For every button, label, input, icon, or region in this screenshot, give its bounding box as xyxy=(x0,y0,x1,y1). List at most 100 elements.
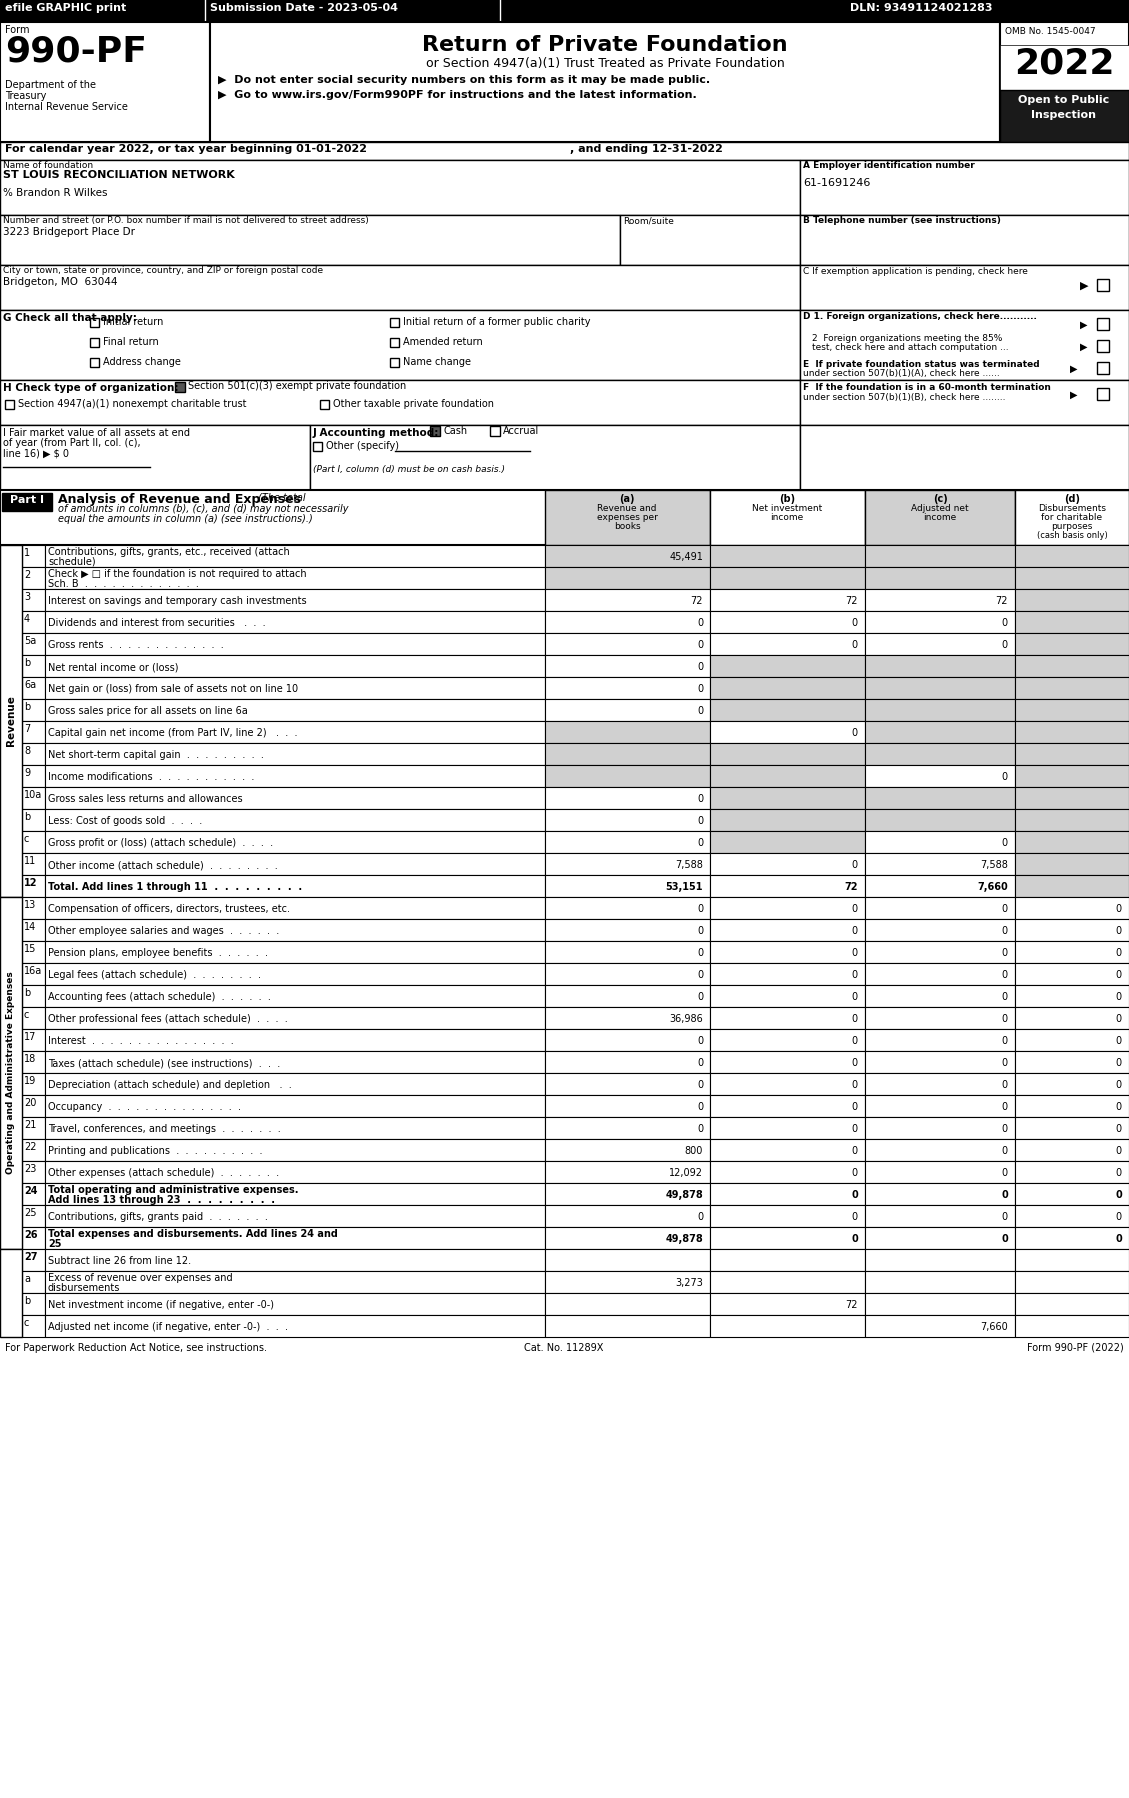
Bar xyxy=(865,721,1015,743)
Text: disbursements: disbursements xyxy=(49,1284,121,1293)
Text: 0: 0 xyxy=(1115,1036,1122,1046)
Bar xyxy=(0,424,310,491)
Text: equal the amounts in column (a) (see instructions).): equal the amounts in column (a) (see ins… xyxy=(58,514,313,523)
Text: 0: 0 xyxy=(697,1124,703,1135)
Text: Section 4947(a)(1) nonexempt charitable trust: Section 4947(a)(1) nonexempt charitable … xyxy=(18,399,246,408)
Text: 2: 2 xyxy=(24,570,30,581)
Text: 3223 Bridgeport Place Dr: 3223 Bridgeport Place Dr xyxy=(3,227,135,237)
Text: of year (from Part II, col. (c),: of year (from Part II, col. (c), xyxy=(3,439,141,448)
Text: Net investment income (if negative, enter -0-): Net investment income (if negative, ente… xyxy=(49,1300,274,1311)
Bar xyxy=(710,1073,865,1095)
Text: (a): (a) xyxy=(619,494,634,503)
Text: 0: 0 xyxy=(1001,1081,1008,1090)
Bar xyxy=(545,919,710,940)
Bar xyxy=(545,1095,710,1117)
Text: 0: 0 xyxy=(697,707,703,716)
Text: Net rental income or (loss): Net rental income or (loss) xyxy=(49,662,178,672)
Text: Name change: Name change xyxy=(403,358,471,367)
Text: Total. Add lines 1 through 11  .  .  .  .  .  .  .  .  .: Total. Add lines 1 through 11 . . . . . … xyxy=(49,883,303,892)
Text: 0: 0 xyxy=(852,904,858,913)
Bar xyxy=(1015,919,1129,940)
Text: c: c xyxy=(24,1010,29,1019)
Bar xyxy=(1097,361,1109,374)
Bar xyxy=(710,1293,865,1314)
Bar xyxy=(710,1007,865,1028)
Text: 0: 0 xyxy=(1001,969,1008,980)
Bar xyxy=(45,852,545,876)
Text: Form: Form xyxy=(5,25,29,34)
Bar xyxy=(545,678,710,699)
Bar xyxy=(21,611,45,633)
Text: 72: 72 xyxy=(691,595,703,606)
Bar xyxy=(1015,1052,1129,1073)
Bar xyxy=(865,545,1015,566)
Bar xyxy=(21,1314,45,1338)
Text: Bridgeton, MO  63044: Bridgeton, MO 63044 xyxy=(3,277,117,288)
Bar xyxy=(45,611,545,633)
Text: Initial return: Initial return xyxy=(103,316,164,327)
Bar xyxy=(710,1205,865,1226)
Bar xyxy=(865,1250,1015,1271)
Text: Internal Revenue Service: Internal Revenue Service xyxy=(5,102,128,111)
Bar xyxy=(21,654,45,678)
Text: 6a: 6a xyxy=(24,680,36,690)
Bar xyxy=(45,985,545,1007)
Bar xyxy=(865,852,1015,876)
Text: 15: 15 xyxy=(24,944,36,955)
Bar xyxy=(865,788,1015,809)
Bar xyxy=(865,1095,1015,1117)
Bar xyxy=(1015,611,1129,633)
Bar xyxy=(865,1183,1015,1205)
Text: Accrual: Accrual xyxy=(504,426,540,435)
Text: Department of the: Department of the xyxy=(5,79,96,90)
Bar xyxy=(1015,964,1129,985)
Text: 0: 0 xyxy=(852,1145,858,1156)
Bar xyxy=(1015,1226,1129,1250)
Text: 0: 0 xyxy=(1115,969,1122,980)
Text: 4: 4 xyxy=(24,613,30,624)
Bar xyxy=(865,633,1015,654)
Text: 0: 0 xyxy=(851,1190,858,1199)
Text: Interest  .  .  .  .  .  .  .  .  .  .  .  .  .  .  .  .: Interest . . . . . . . . . . . . . . . . xyxy=(49,1036,234,1046)
Bar xyxy=(865,897,1015,919)
Bar xyxy=(1000,45,1129,90)
Bar xyxy=(865,764,1015,788)
Bar xyxy=(1015,1138,1129,1162)
Bar xyxy=(45,1052,545,1073)
Bar xyxy=(1015,852,1129,876)
Text: 0: 0 xyxy=(1001,1169,1008,1178)
Bar xyxy=(865,611,1015,633)
Bar xyxy=(710,985,865,1007)
Bar xyxy=(21,678,45,699)
Bar xyxy=(545,852,710,876)
Text: 0: 0 xyxy=(852,926,858,937)
Text: Occupancy  .  .  .  .  .  .  .  .  .  .  .  .  .  .  .: Occupancy . . . . . . . . . . . . . . . xyxy=(49,1102,240,1111)
Bar xyxy=(865,1162,1015,1183)
Bar xyxy=(1097,279,1109,291)
Text: 0: 0 xyxy=(697,795,703,804)
Bar xyxy=(1015,1162,1129,1183)
Text: , and ending 12-31-2022: , and ending 12-31-2022 xyxy=(570,144,723,155)
Text: 0: 0 xyxy=(1001,1212,1008,1223)
Bar xyxy=(21,1205,45,1226)
Text: Taxes (attach schedule) (see instructions)  .  .  .: Taxes (attach schedule) (see instruction… xyxy=(49,1057,280,1068)
Text: 0: 0 xyxy=(852,948,858,958)
Bar xyxy=(545,590,710,611)
Text: 0: 0 xyxy=(1001,1036,1008,1046)
Bar xyxy=(545,1183,710,1205)
Bar xyxy=(21,831,45,852)
Text: 0: 0 xyxy=(1115,1145,1122,1156)
Bar xyxy=(0,216,620,264)
Text: Sch. B  .  .  .  .  .  .  .  .  .  .  .  .  .: Sch. B . . . . . . . . . . . . . xyxy=(49,579,199,590)
Text: expenses per: expenses per xyxy=(596,512,657,521)
Text: A Employer identification number: A Employer identification number xyxy=(803,162,974,171)
Bar xyxy=(490,426,500,435)
Bar xyxy=(21,1162,45,1183)
Bar xyxy=(21,897,45,919)
Text: Adjusted net: Adjusted net xyxy=(911,503,969,512)
Text: (The total: (The total xyxy=(255,493,306,503)
Bar xyxy=(710,964,865,985)
Text: 23: 23 xyxy=(24,1163,36,1174)
Text: 7,588: 7,588 xyxy=(980,859,1008,870)
Text: Other (specify): Other (specify) xyxy=(326,441,399,451)
